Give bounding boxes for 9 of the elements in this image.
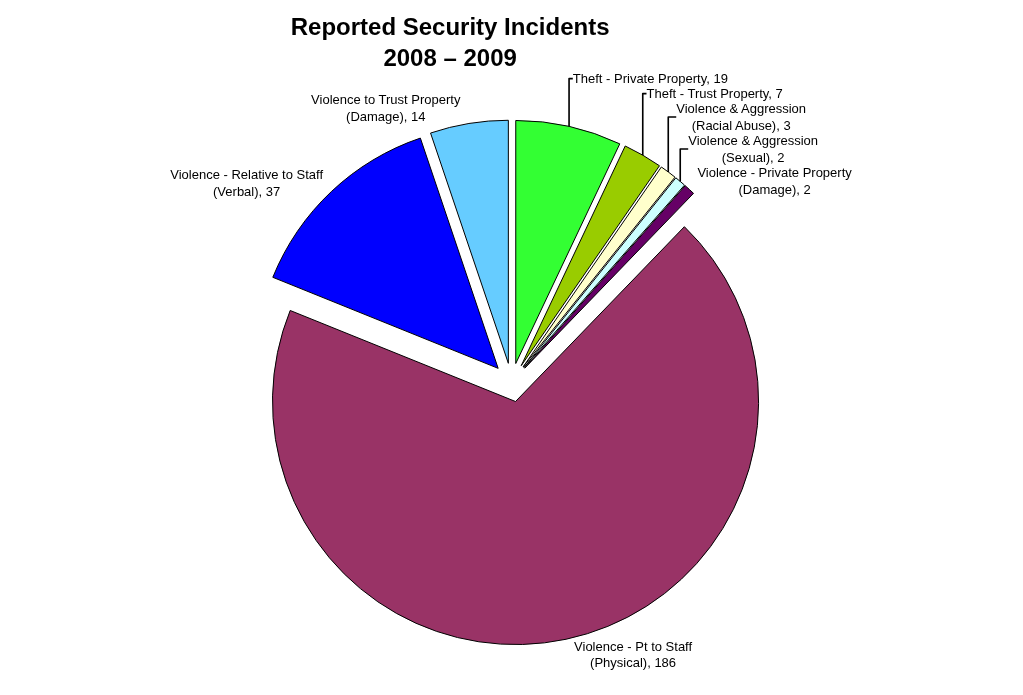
slice-label: Violence - Relative to Staff (Verbal), 37	[170, 167, 324, 200]
chart-title: Reported Security Incidents 2008 – 2009	[290, 12, 610, 71]
slice-label: Violence to Trust Property (Damage), 14	[311, 91, 461, 124]
slice-label: Theft - Private Property, 19	[572, 71, 728, 87]
slice-label: Violence & Aggression (Racial Abuse), 3	[676, 101, 807, 134]
slice-label: Violence - Pt to Staff (Physical), 186	[574, 638, 693, 671]
slice-label: Theft - Trust Property, 7	[646, 86, 783, 102]
slice-label: Violence & Aggression (Sexual), 2	[688, 133, 819, 165]
slice-label: Violence - Private Property (Damage), 2	[697, 164, 853, 197]
